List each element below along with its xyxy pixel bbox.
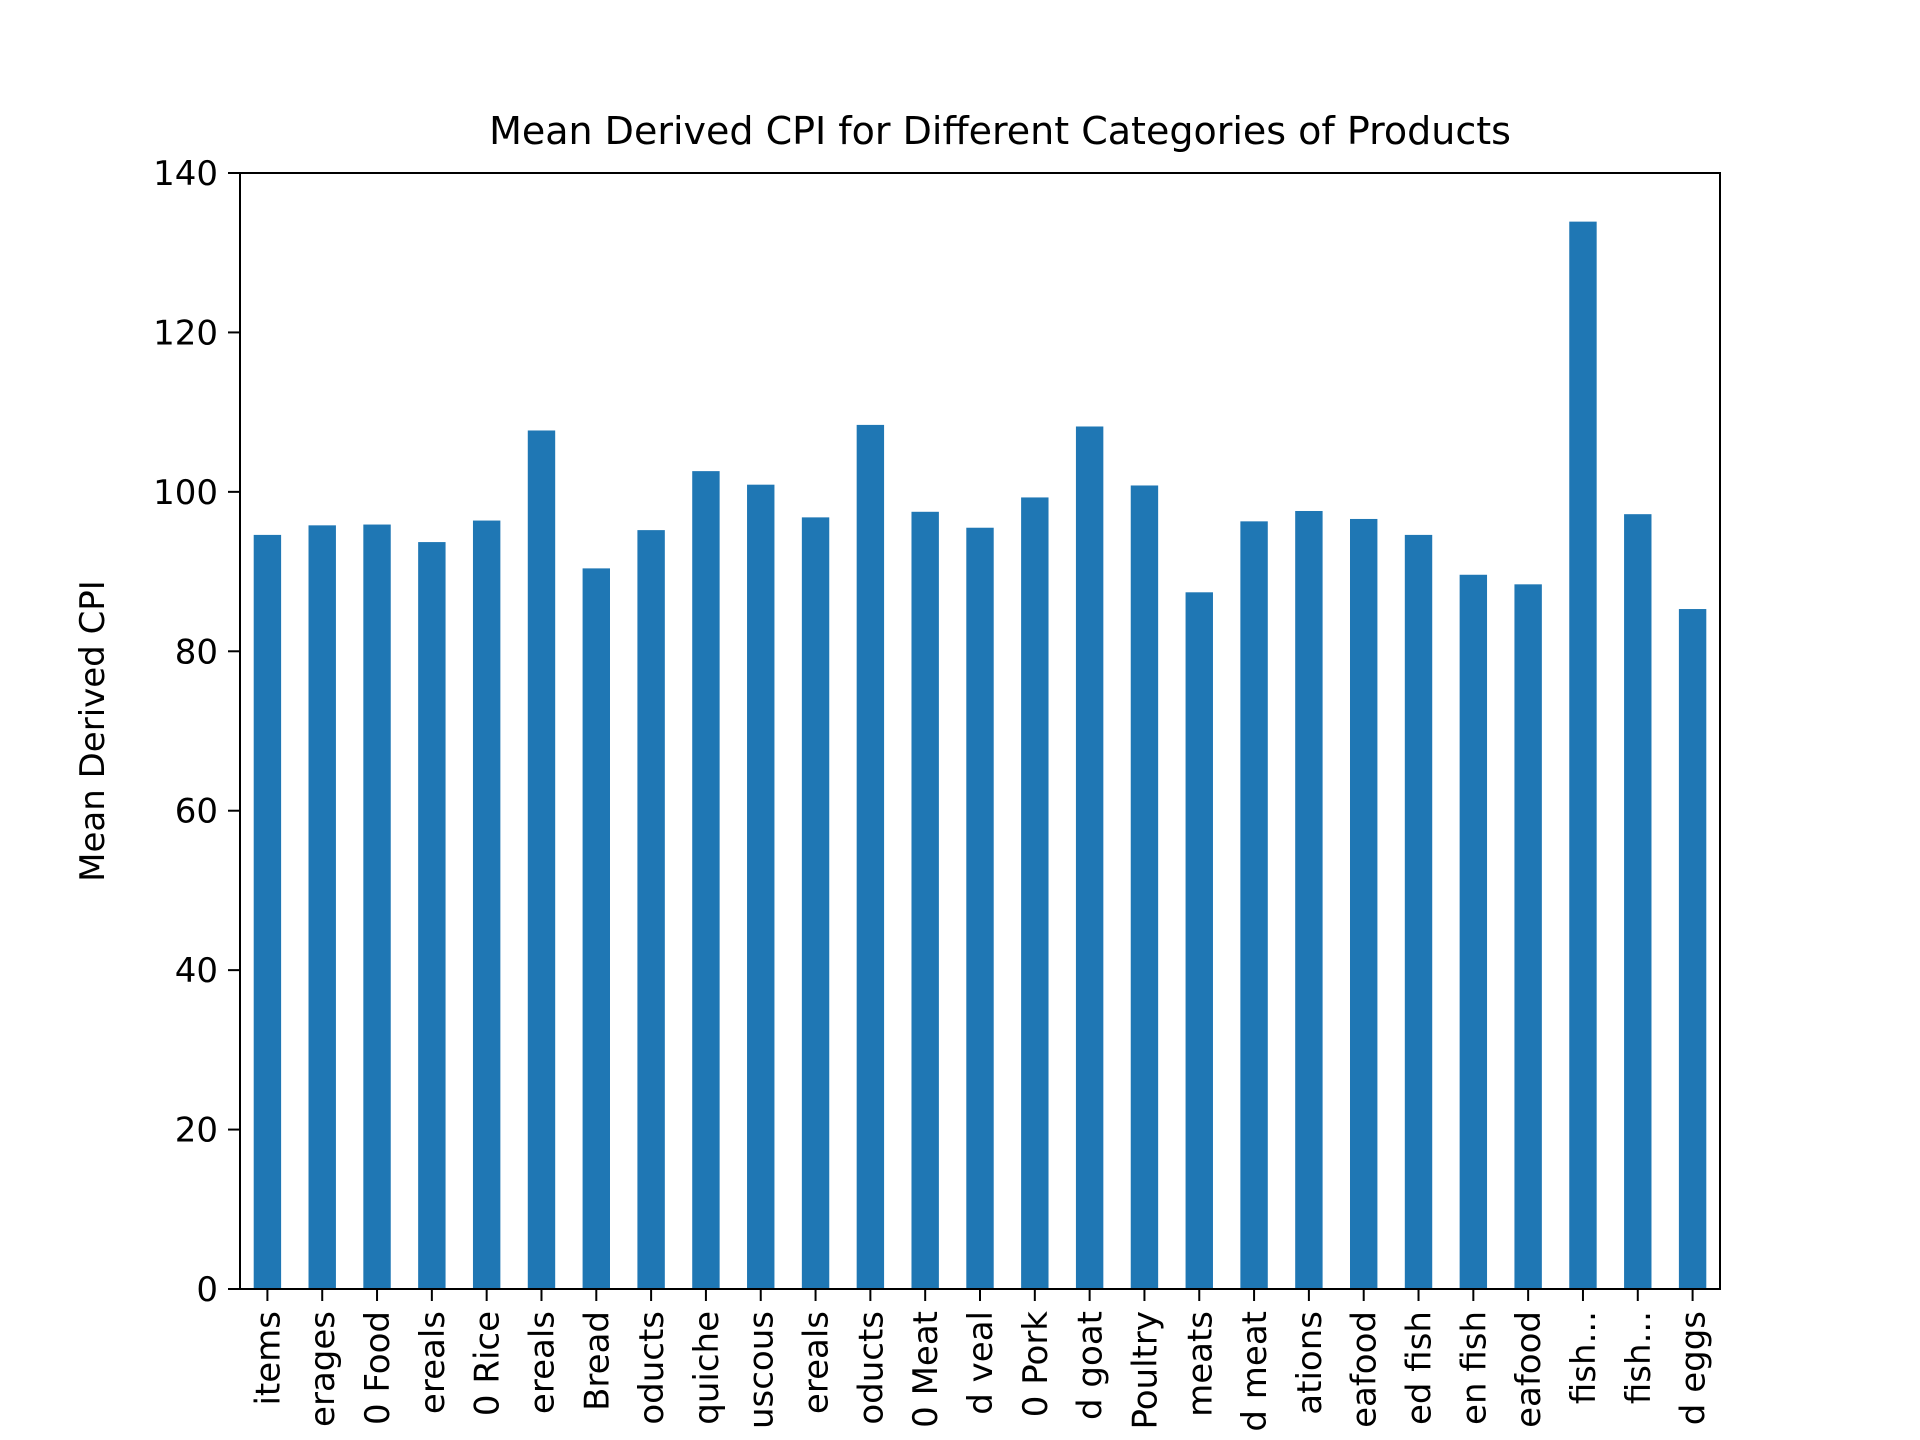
- bar-24: [1514, 584, 1542, 1289]
- y-tick-label-7: 140: [153, 154, 218, 194]
- bar-10: [747, 484, 775, 1289]
- x-tick-label-22: ed fish: [1400, 1311, 1440, 1425]
- bar-4: [418, 542, 446, 1289]
- x-tick-label-23: en fish: [1454, 1311, 1494, 1425]
- bar-8: [637, 530, 665, 1289]
- y-tick-label-2: 40: [175, 951, 218, 991]
- bar-9: [692, 471, 720, 1289]
- bar-5: [472, 520, 501, 1289]
- y-axis: 0 20 40 60 80 100 120 140: [153, 154, 240, 1310]
- bar-12: [856, 424, 885, 1289]
- bar-22: [1404, 534, 1433, 1289]
- bar-11: [801, 517, 830, 1289]
- y-tick-label-5: 100: [153, 473, 218, 513]
- x-tick-label-15: 0 Pork: [1016, 1311, 1056, 1418]
- x-tick-label-13: 0 Meat: [906, 1311, 946, 1428]
- x-tick-label-6: ereals: [522, 1311, 562, 1414]
- bar-7: [582, 568, 610, 1289]
- x-tick-label-24: eafood: [1509, 1311, 1549, 1428]
- x-tick-label-2: erages: [303, 1311, 343, 1427]
- x-tick-label-19: d meat: [1235, 1311, 1275, 1432]
- x-tick-label-4: ereals: [413, 1311, 453, 1414]
- y-tick-label-0: 0: [196, 1270, 218, 1310]
- x-tick-label-20: ations: [1290, 1311, 1330, 1415]
- x-tick-label-7: Bread: [577, 1311, 617, 1411]
- x-tick-label-12: oducts: [851, 1311, 891, 1425]
- x-tick-label-21: eafood: [1345, 1311, 1385, 1428]
- bar-18: [1185, 592, 1213, 1289]
- chart-title: Mean Derived CPI for Different Categorie…: [489, 109, 1511, 153]
- x-axis: items erages 0 Food ereals 0 Rice ereals Bread…: [248, 1289, 1714, 1432]
- bar-2: [308, 525, 336, 1289]
- x-tick-label-11: ereals: [797, 1311, 837, 1414]
- bar-17: [1130, 485, 1159, 1290]
- bar-3: [363, 524, 391, 1289]
- bar-27: [1678, 609, 1707, 1289]
- x-tick-label-17: Poultry: [1125, 1311, 1165, 1430]
- bar-6: [527, 430, 556, 1290]
- bar-21: [1350, 518, 1378, 1289]
- x-tick-label-1: items: [248, 1311, 288, 1406]
- bar-14: [966, 527, 994, 1289]
- y-axis-label: Mean Derived CPI: [73, 580, 113, 882]
- y-tick-label-4: 80: [175, 632, 218, 672]
- bar-26: [1624, 514, 1652, 1289]
- bars-group: [253, 221, 1707, 1290]
- x-tick-label-10: uscous: [742, 1311, 782, 1429]
- x-tick-label-3: 0 Food: [358, 1311, 398, 1425]
- x-tick-label-26: fish...: [1619, 1311, 1659, 1404]
- y-tick-label-3: 60: [175, 792, 218, 832]
- x-tick-label-14: d veal: [961, 1311, 1001, 1415]
- x-tick-label-8: oducts: [632, 1311, 672, 1425]
- bar-15: [1021, 497, 1049, 1289]
- x-tick-label-25: fish...: [1564, 1311, 1604, 1404]
- x-tick-label-5: 0 Rice: [468, 1311, 508, 1416]
- y-tick-label-6: 120: [153, 313, 218, 353]
- y-tick-label-1: 20: [175, 1111, 218, 1151]
- bar-25: [1569, 221, 1597, 1289]
- x-tick-label-18: meats: [1180, 1311, 1220, 1417]
- x-tick-label-16: d goat: [1071, 1311, 1111, 1420]
- bar-13: [911, 511, 939, 1289]
- x-tick-label-27: d eggs: [1674, 1311, 1714, 1425]
- x-tick-label-9: quiche: [687, 1311, 727, 1425]
- bar-20: [1295, 510, 1323, 1289]
- bar-1: [253, 534, 282, 1289]
- bar-16: [1075, 426, 1104, 1289]
- bar-23: [1459, 574, 1488, 1289]
- bar-19: [1240, 521, 1268, 1289]
